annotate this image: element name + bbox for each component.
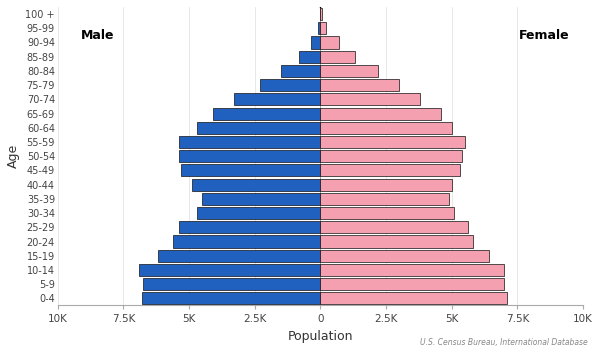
Bar [192, 178, 320, 191]
Bar [320, 193, 449, 205]
Bar [320, 178, 452, 191]
Bar [320, 107, 441, 120]
Text: Female: Female [518, 29, 569, 42]
Bar [320, 8, 322, 20]
X-axis label: Population: Population [287, 330, 353, 343]
Bar [320, 150, 462, 162]
Bar [320, 264, 505, 276]
Bar [173, 236, 320, 247]
Bar [320, 278, 505, 290]
Y-axis label: Age: Age [7, 144, 20, 168]
Bar [320, 122, 452, 134]
Bar [320, 36, 339, 49]
Bar [179, 150, 320, 162]
Text: Male: Male [80, 29, 114, 42]
Text: U.S. Census Bureau, International Database: U.S. Census Bureau, International Databa… [420, 337, 588, 346]
Bar [320, 292, 507, 304]
Bar [202, 193, 320, 205]
Bar [139, 264, 320, 276]
Bar [179, 221, 320, 233]
Bar [197, 122, 320, 134]
Bar [213, 107, 320, 120]
Bar [281, 65, 320, 77]
Bar [179, 136, 320, 148]
Bar [320, 136, 465, 148]
Bar [320, 250, 488, 262]
Bar [234, 93, 320, 105]
Bar [320, 22, 326, 34]
Bar [197, 207, 320, 219]
Bar [142, 292, 320, 304]
Bar [320, 65, 378, 77]
Bar [318, 22, 320, 34]
Bar [299, 51, 320, 63]
Bar [320, 207, 454, 219]
Bar [158, 250, 320, 262]
Bar [311, 36, 320, 49]
Bar [320, 79, 399, 91]
Bar [260, 79, 320, 91]
Bar [143, 278, 320, 290]
Bar [320, 93, 420, 105]
Bar [320, 236, 473, 247]
Bar [320, 221, 467, 233]
Bar [181, 164, 320, 176]
Bar [320, 164, 460, 176]
Bar [320, 51, 355, 63]
